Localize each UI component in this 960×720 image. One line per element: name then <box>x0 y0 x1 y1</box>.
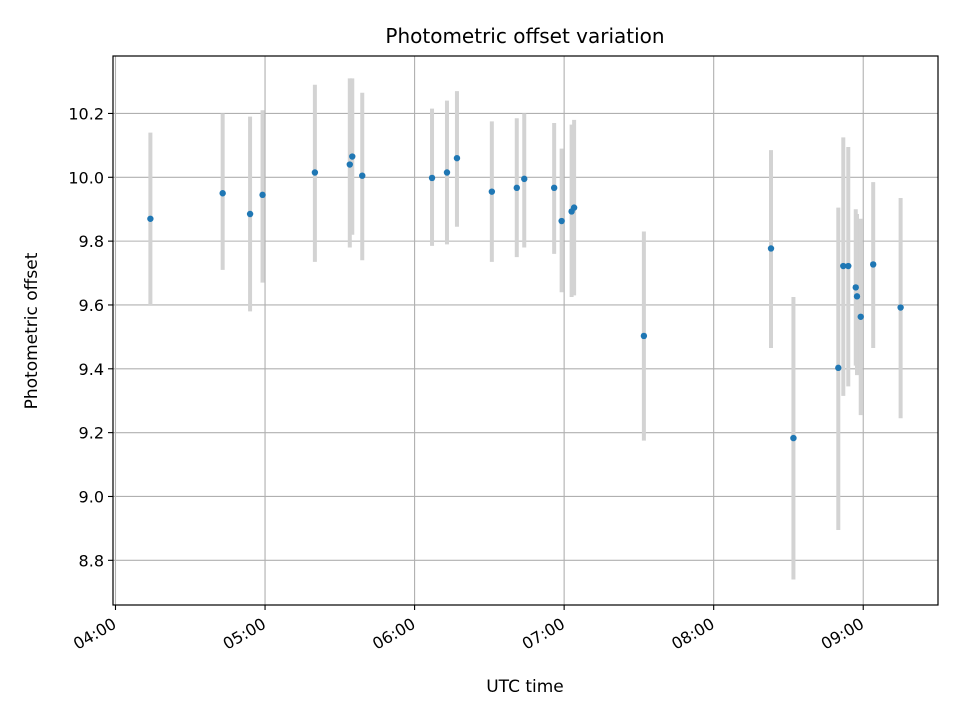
data-point <box>246 210 254 218</box>
y-axis-ticks: 8.8 9.0 9.2 9.4 9.6 9.8 10.0 10.2 <box>68 104 113 570</box>
data-point <box>349 153 356 160</box>
data-point <box>857 313 864 320</box>
data-point <box>853 293 861 300</box>
y-tick-label: 9.0 <box>79 487 104 506</box>
data-point <box>640 332 648 340</box>
data-point <box>428 174 436 182</box>
chart-title: Photometric offset variation <box>385 24 664 48</box>
data-point <box>359 172 366 179</box>
y-tick-label: 8.8 <box>79 551 104 570</box>
y-tick-label: 10.0 <box>68 168 104 187</box>
data-point <box>897 304 904 311</box>
data-point <box>346 161 353 168</box>
y-tick-label: 9.8 <box>79 232 104 251</box>
data-point <box>453 154 461 162</box>
data-point <box>488 188 496 195</box>
y-axis-label: Photometric offset <box>22 252 42 409</box>
y-tick-label: 9.6 <box>79 296 104 315</box>
data-point <box>767 245 775 252</box>
plot-frame <box>112 55 939 606</box>
data-point <box>513 184 520 192</box>
data-point <box>790 434 797 442</box>
data-point <box>259 191 266 199</box>
data-points <box>147 153 904 442</box>
data-point <box>835 364 842 372</box>
data-point <box>521 175 528 183</box>
data-point <box>840 262 847 270</box>
data-point <box>869 261 877 268</box>
data-point <box>558 217 565 225</box>
data-point <box>570 204 578 211</box>
data-point <box>311 169 319 176</box>
x-axis-label: UTC time <box>486 677 564 697</box>
data-point <box>550 184 558 192</box>
y-tick-label: 9.2 <box>79 424 104 443</box>
data-point <box>852 284 859 291</box>
data-point <box>845 262 852 270</box>
data-point <box>443 169 451 176</box>
y-tick-label: 9.4 <box>79 360 104 379</box>
y-tick-label: 10.2 <box>68 104 104 123</box>
data-point <box>219 190 226 197</box>
data-point <box>147 215 154 222</box>
